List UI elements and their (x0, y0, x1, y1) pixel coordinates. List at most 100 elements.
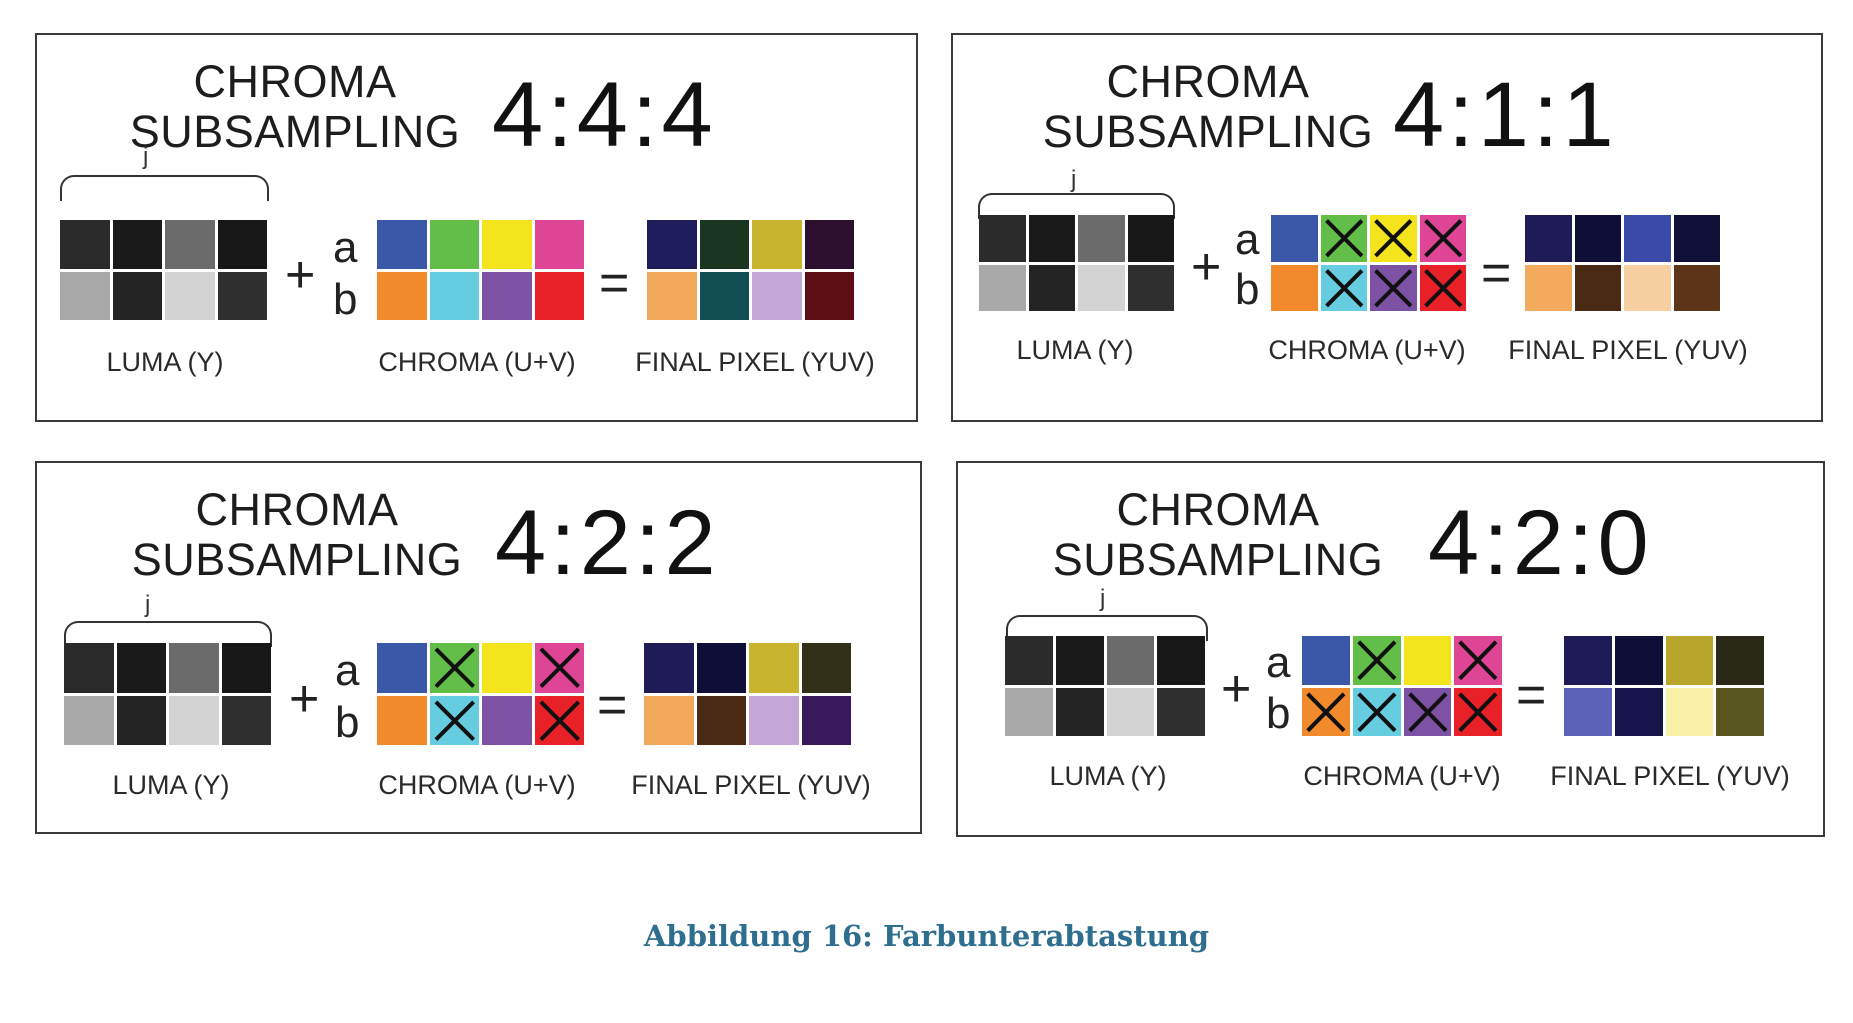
luma-cell (221, 695, 271, 745)
luma-cell (64, 643, 114, 693)
cross-mark-icon (1353, 636, 1401, 685)
final-pixel-cell (696, 643, 746, 693)
title-line1: CHROMA (193, 56, 397, 107)
chroma-cell (534, 643, 585, 693)
chroma-cell (377, 643, 427, 693)
chroma-cell (1302, 636, 1350, 685)
panel-title: CHROMA SUBSAMPLING (1028, 57, 1388, 157)
final-pixel-cell (1574, 215, 1621, 262)
chroma-cell (429, 271, 479, 320)
chroma-label: CHROMA (U+V) (1303, 761, 1501, 791)
panel-411: CHROMA SUBSAMPLING 4:1:1 j + a b = LUMA … (951, 33, 1823, 422)
a-label: a (333, 223, 358, 272)
chroma-cell (482, 695, 532, 745)
title-line2: SUBSAMPLING (1042, 106, 1374, 157)
brace (60, 175, 269, 201)
subsampling-ratio: 4:2:2 (495, 492, 720, 594)
cross-mark-icon (1353, 688, 1401, 737)
cross-mark-icon (1454, 636, 1502, 685)
luma-cell (221, 643, 271, 693)
final-pixel-cell (644, 695, 694, 745)
final-pixel-cell (699, 271, 749, 320)
final-pixel-cell (1716, 636, 1764, 685)
final-pixel-cell (644, 643, 694, 693)
luma-cell (1078, 215, 1125, 262)
subsampling-ratio: 4:4:4 (492, 64, 717, 166)
luma-cell (169, 643, 219, 693)
title-line1: CHROMA (1116, 484, 1320, 535)
final-pixel-cell (696, 695, 746, 745)
panel-422: CHROMA SUBSAMPLING 4:2:2 j + a b = LUMA … (35, 461, 922, 834)
a-label: a (335, 646, 360, 695)
chroma-cell (482, 220, 532, 269)
luma-cell (1157, 687, 1205, 736)
final-pixel-cell (1673, 264, 1720, 311)
brace (64, 621, 272, 647)
chroma-cell (377, 271, 427, 320)
chroma-grid (377, 643, 584, 745)
luma-cell (979, 215, 1026, 262)
chroma-cell (1352, 687, 1401, 737)
final-pixel-cell (1574, 264, 1621, 311)
luma-cell (1157, 636, 1205, 685)
final-pixel-cell (699, 220, 749, 269)
cross-mark-icon (430, 643, 480, 693)
luma-cell (1005, 636, 1053, 685)
chroma-cell (1271, 264, 1318, 311)
subsampling-ratio: 4:1:1 (1393, 64, 1618, 166)
luma-cell (217, 271, 267, 320)
final-pixel-cell (1525, 215, 1572, 262)
cross-mark-icon (535, 696, 585, 746)
cross-mark-icon (1321, 265, 1368, 312)
final-pixel-cell (1614, 687, 1663, 736)
luma-cell (1078, 264, 1125, 311)
luma-cell (165, 220, 215, 269)
chroma-cell (377, 695, 427, 745)
chroma-cell (534, 271, 584, 320)
final-pixel-cell (801, 695, 851, 745)
final-pixel-cell (1564, 636, 1612, 685)
b-label: b (335, 698, 360, 747)
luma-cell (1055, 636, 1104, 685)
luma-cell (1106, 636, 1155, 685)
luma-cell (1127, 264, 1174, 311)
luma-cell (169, 695, 219, 745)
final-pixel-cell (1673, 215, 1720, 262)
final-pixel-cell (804, 271, 854, 320)
luma-cell (112, 220, 162, 269)
chroma-cell (534, 695, 585, 746)
chroma-cell (1370, 264, 1417, 311)
title-line1: CHROMA (1106, 56, 1310, 107)
final-pixel-cell (749, 695, 799, 745)
chroma-cell (482, 271, 532, 320)
panel-444: CHROMA SUBSAMPLING 4:4:4 j + a b = LUMA … (35, 33, 918, 422)
cross-mark-icon (1302, 688, 1350, 737)
b-label: b (333, 275, 358, 324)
luma-grid (64, 643, 271, 745)
final-pixel-cell (749, 643, 799, 693)
panel-title: CHROMA SUBSAMPLING (1038, 485, 1398, 585)
final-pixel-grid (1525, 215, 1720, 311)
brace (1006, 615, 1208, 641)
chroma-cell (1403, 687, 1452, 736)
chroma-cell (1370, 215, 1417, 262)
final-pixel-label: FINAL PIXEL (YUV) (1508, 335, 1748, 365)
figure-caption: Abbildung 16: Farbunterabtastung (643, 919, 1210, 953)
luma-cell (1127, 215, 1174, 262)
final-pixel-cell (1525, 264, 1572, 311)
chroma-cell (1403, 636, 1452, 685)
plus-sign: + (285, 246, 316, 304)
chroma-cell (1271, 215, 1318, 262)
luma-cell (64, 695, 114, 745)
chroma-cell (1302, 687, 1350, 737)
final-pixel-cell (804, 220, 854, 269)
equals-sign: = (597, 676, 628, 734)
luma-cell (60, 271, 110, 320)
luma-grid (60, 220, 267, 320)
cross-mark-icon (535, 643, 585, 693)
final-pixel-grid (644, 643, 851, 745)
cross-mark-icon (1454, 688, 1502, 737)
luma-cell (165, 271, 215, 320)
brace-label: j (1071, 166, 1077, 193)
chroma-cell (429, 643, 480, 693)
